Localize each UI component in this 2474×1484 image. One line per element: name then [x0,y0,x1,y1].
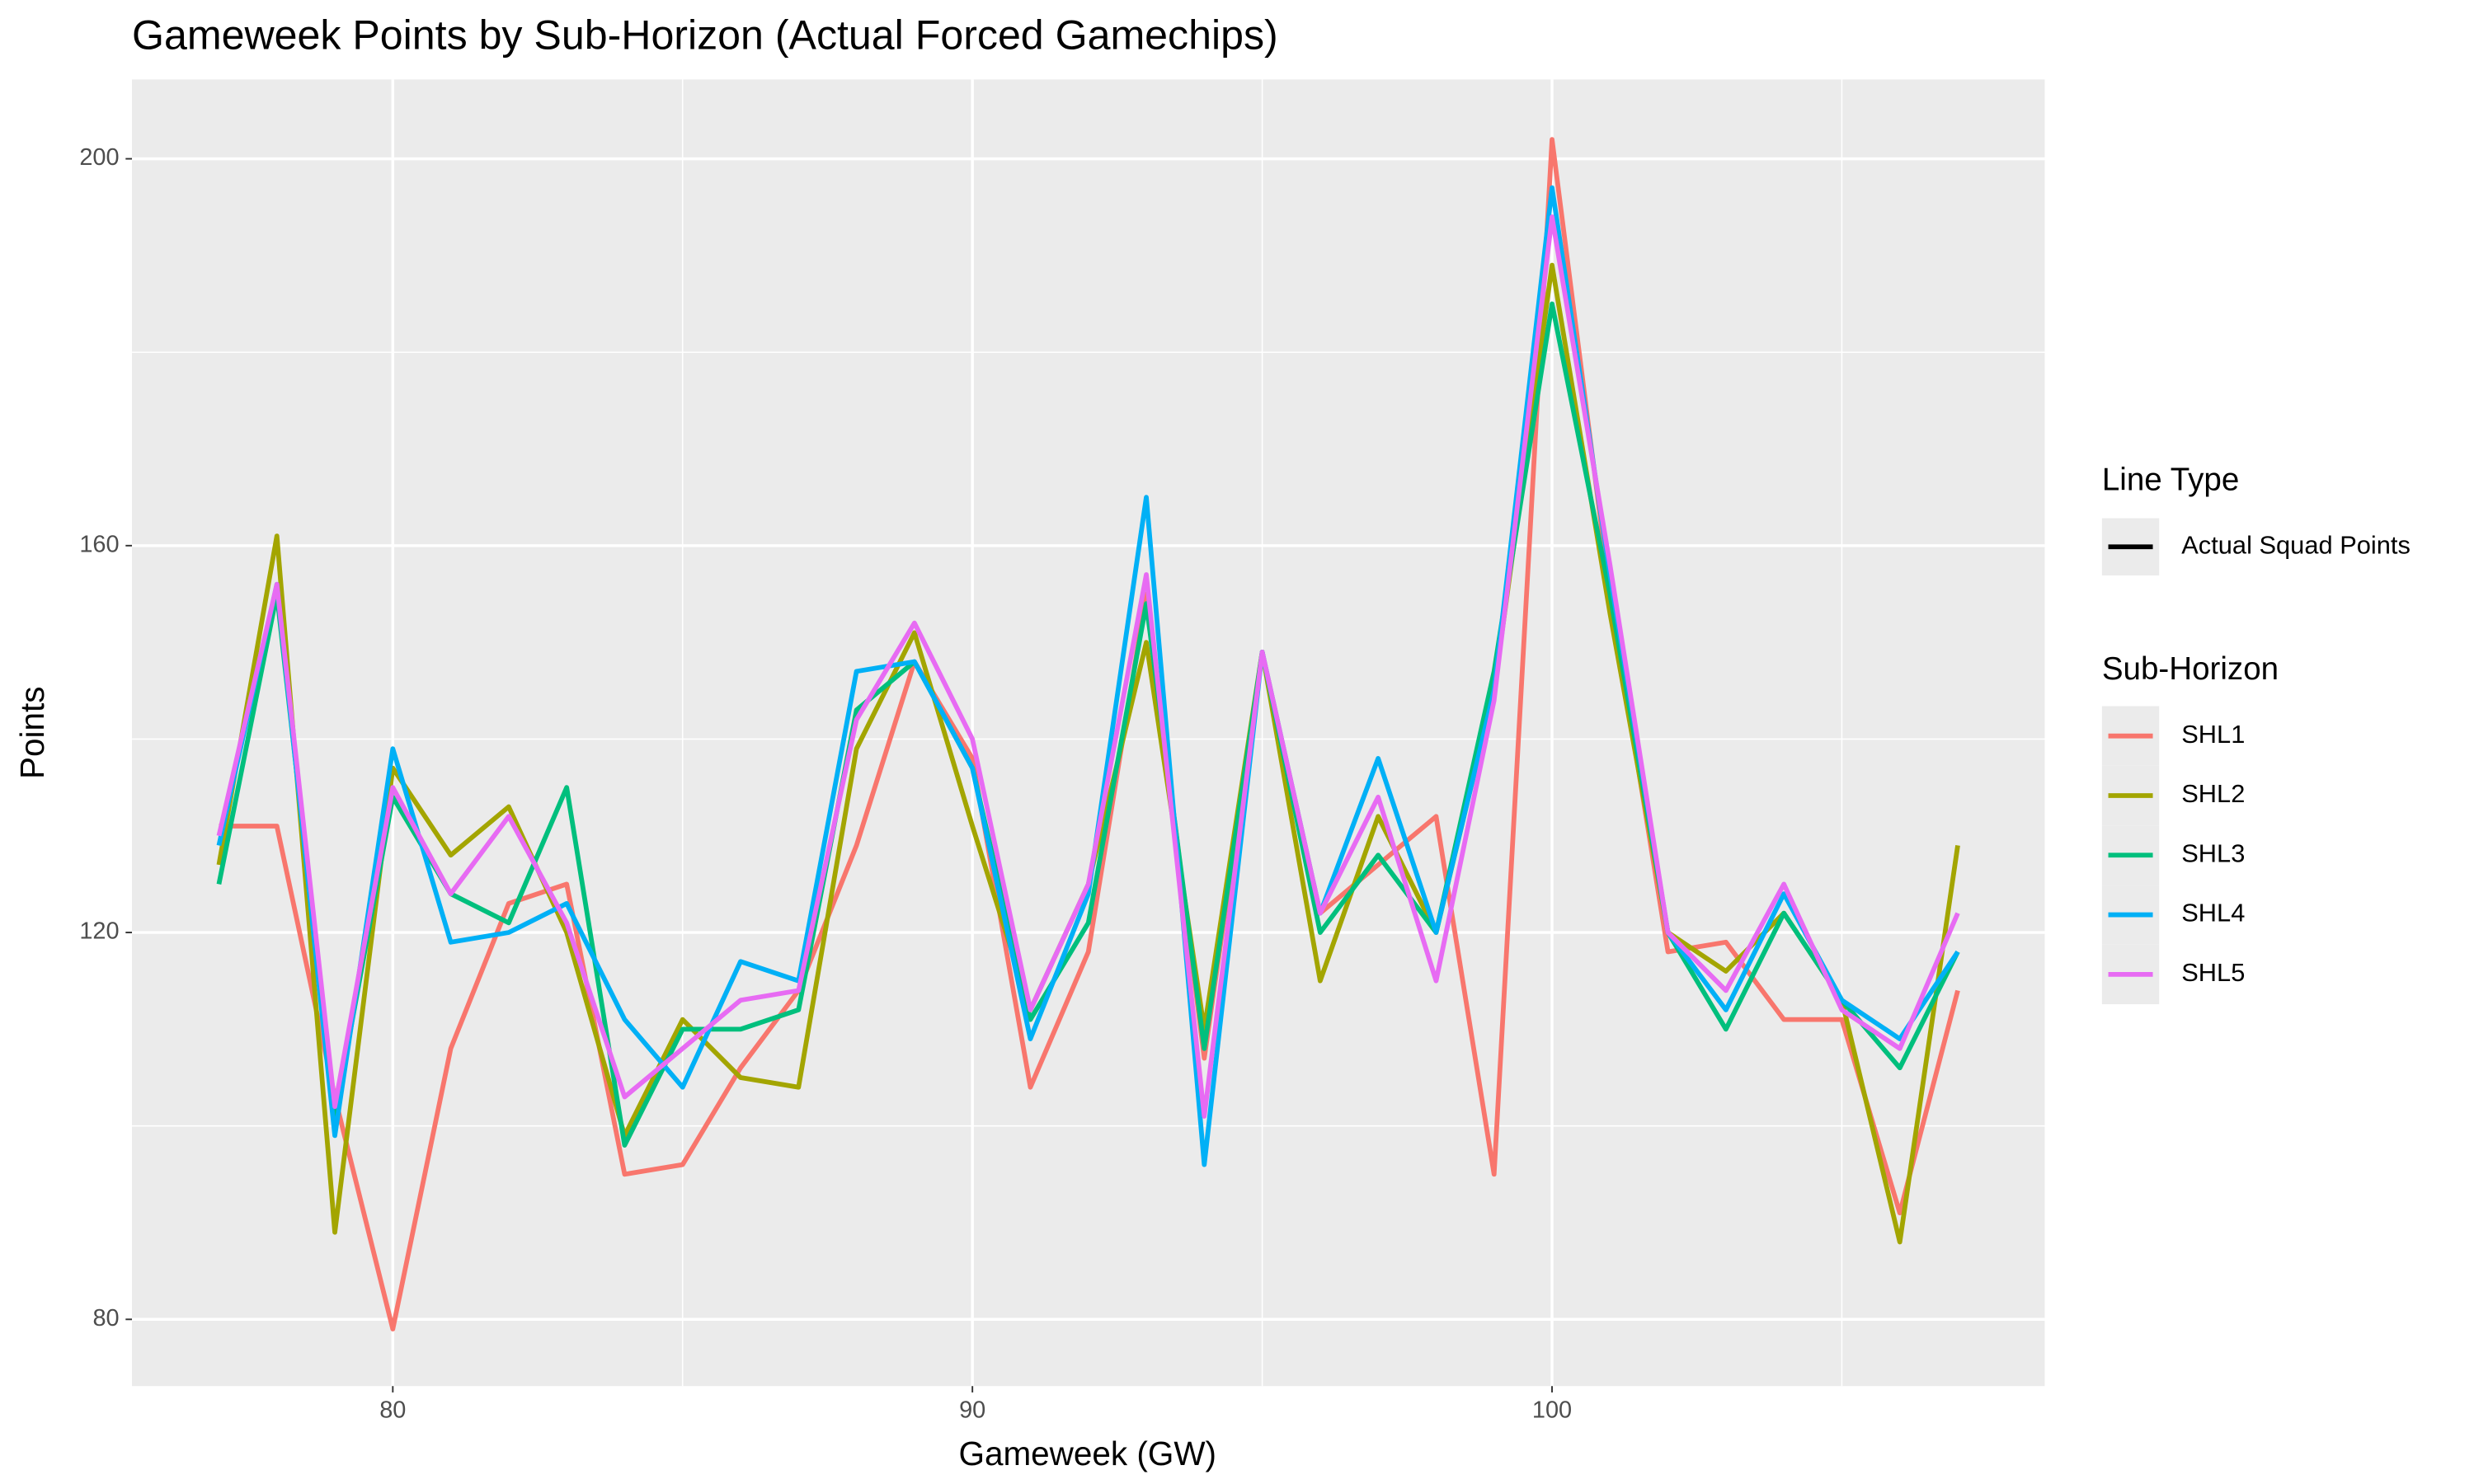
y-axis-label: Points [13,687,51,779]
series-line [219,137,1960,1331]
x-tick-label: 80 [379,1397,406,1424]
legend-title: Sub-Horizon [2102,651,2279,687]
chart-title: Gameweek Points by Sub-Horizon (Actual F… [132,12,1278,59]
legend-label: SHL2 [2181,779,2245,808]
legend-label: SHL4 [2181,899,2245,928]
plot-panel [132,79,2045,1387]
legend-title: Line Type [2102,462,2239,497]
y-tick-label: 160 [79,531,119,557]
x-axis-label: Gameweek (GW) [958,1435,1216,1472]
series-line [216,214,1960,1119]
y-tick-label: 120 [79,918,119,945]
legend-label: SHL3 [2181,838,2245,867]
x-tick-label: 100 [1532,1397,1572,1424]
legend-label: SHL1 [2181,720,2245,749]
legend-label: Actual Squad Points [2181,530,2411,559]
x-tick-label: 90 [959,1397,985,1424]
legend-label: SHL5 [2181,958,2245,987]
y-tick-label: 200 [79,144,119,171]
y-tick-label: 80 [92,1305,119,1331]
